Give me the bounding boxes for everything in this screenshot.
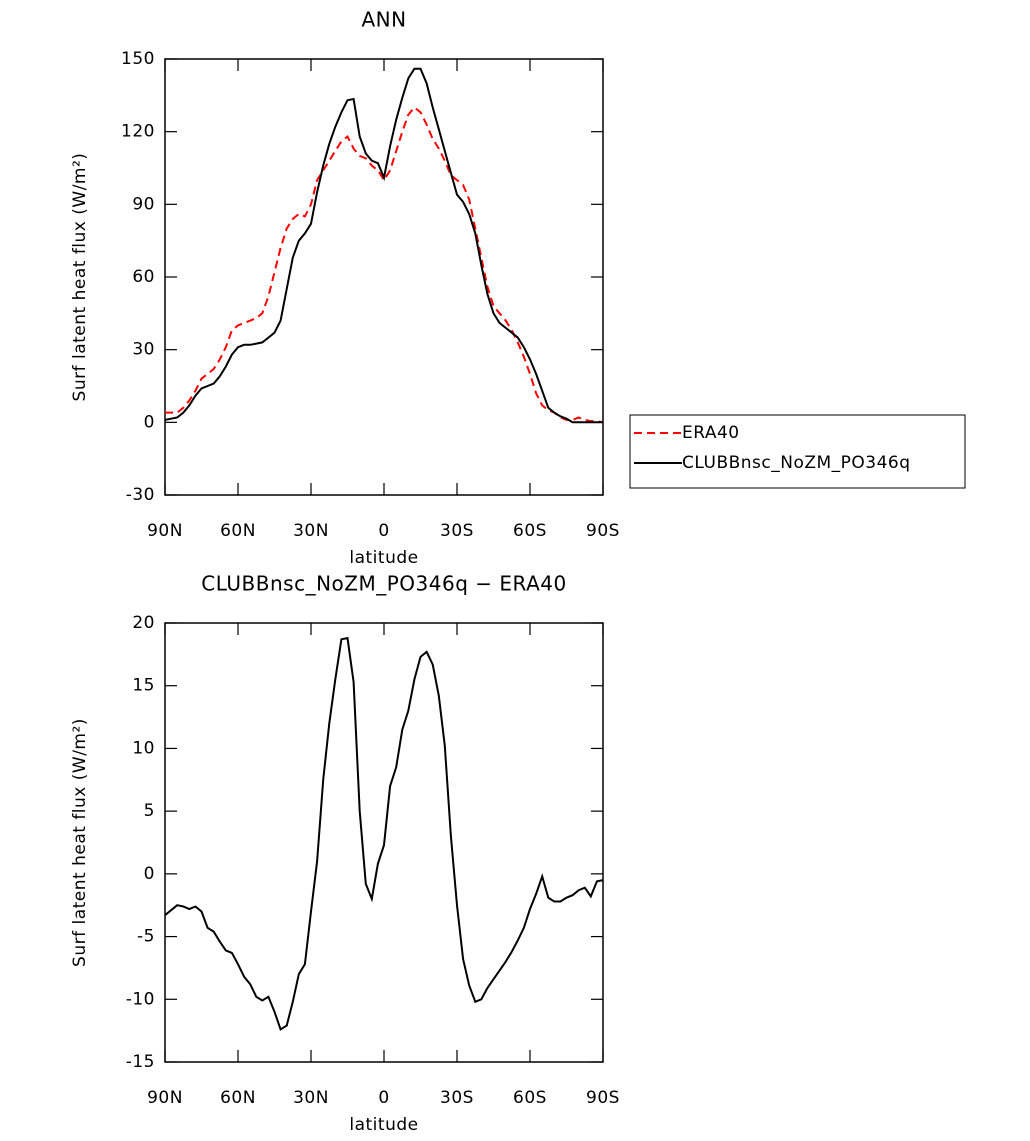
y-tick-label: 150	[121, 49, 155, 69]
legend-label: CLUBBnsc_NoZM_PO346q	[682, 453, 911, 473]
y-tick-label: 60	[132, 267, 155, 287]
data-line	[164, 636, 604, 1031]
y-tick-label: -15	[126, 1052, 155, 1072]
x-tick-label: 30S	[440, 521, 474, 541]
y-tick-label: 10	[132, 738, 155, 758]
y-tick-label: 90	[132, 194, 155, 214]
x-tick-label: 60S	[513, 521, 547, 541]
data-line	[164, 67, 603, 424]
y-tick-label: -5	[137, 927, 155, 947]
chart-title: CLUBBnsc_NoZM_PO346q − ERA40	[201, 572, 566, 596]
x-tick-label: 90N	[147, 521, 183, 541]
y-tick-label: 20	[132, 613, 155, 633]
x-axis-label: latitude	[349, 548, 418, 568]
x-tick-label: 0	[378, 1088, 389, 1108]
legend-box	[629, 414, 966, 489]
x-tick-label: 30N	[293, 521, 329, 541]
plot-frame	[164, 58, 604, 496]
y-tick-label: -30	[126, 485, 155, 505]
y-tick-label: 120	[121, 122, 155, 142]
y-tick-label: 15	[132, 676, 155, 696]
x-tick-label: 90S	[586, 521, 620, 541]
x-tick-label: 60N	[220, 521, 256, 541]
y-tick-label: 5	[144, 801, 155, 821]
y-tick-label: 0	[144, 864, 155, 884]
y-axis-label: Surf latent heat flux (W/m²)	[70, 153, 90, 402]
data-line	[165, 106, 604, 424]
x-axis-label: latitude	[349, 1115, 418, 1135]
x-tick-label: 90N	[147, 1088, 183, 1108]
y-tick-label: 30	[132, 340, 155, 360]
legend-label: ERA40	[682, 423, 740, 443]
x-tick-label: 60N	[220, 1088, 256, 1108]
x-tick-label: 30S	[440, 1088, 474, 1108]
y-tick-label: 0	[144, 412, 155, 432]
chart-title: ANN	[361, 8, 406, 32]
y-axis-label: Surf latent heat flux (W/m²)	[70, 718, 90, 967]
x-tick-label: 90S	[586, 1088, 620, 1108]
x-tick-label: 30N	[293, 1088, 329, 1108]
y-tick-label: -10	[126, 989, 155, 1009]
x-tick-label: 60S	[513, 1088, 547, 1108]
x-tick-label: 0	[378, 521, 389, 541]
